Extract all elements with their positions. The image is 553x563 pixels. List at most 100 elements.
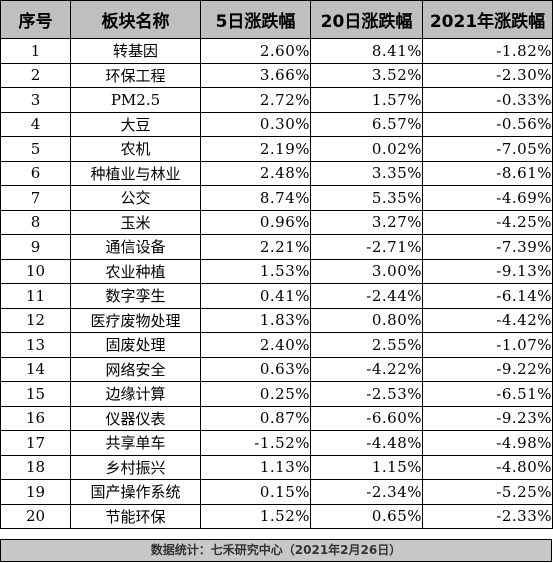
- table-row: 10 农业种植 1.53% 3.00% -9.13%: [0, 258, 553, 284]
- row-index-cell: 12: [0, 307, 71, 333]
- change-5day-cell: 2.72%: [200, 87, 311, 113]
- row-index-cell: 20: [0, 503, 71, 529]
- change-20day-cell: 6.57%: [310, 111, 423, 137]
- change-5day-cell: 0.96%: [200, 209, 311, 235]
- change-5day-cell: 8.74%: [200, 185, 311, 211]
- table-row: 15 边缘计算 0.25% -2.53% -6.51%: [0, 381, 553, 407]
- change-2021-cell: -9.23%: [422, 405, 553, 431]
- sector-name-cell: 种植业与林业: [70, 160, 201, 186]
- table-row: 4 大豆 0.30% 6.57% -0.56%: [0, 111, 553, 137]
- table-row: 5 农机 2.19% 0.02% -7.05%: [0, 136, 553, 162]
- row-index-cell: 19: [0, 479, 71, 505]
- change-20day-cell: -4.48%: [310, 430, 423, 456]
- change-2021-cell: -6.51%: [422, 381, 553, 407]
- change-2021-cell: -7.05%: [422, 136, 553, 162]
- table-header: 序号 板块名称 5日涨跌幅 20日涨跌幅 2021年涨跌幅: [0, 0, 553, 39]
- change-20day-cell: 0.80%: [310, 307, 423, 333]
- row-index-cell: 5: [0, 136, 71, 162]
- header-sector-name: 板块名称: [70, 0, 201, 39]
- header-20day-change: 20日涨跌幅: [310, 0, 423, 39]
- sector-name-cell: 边缘计算: [70, 381, 201, 407]
- change-2021-cell: -5.25%: [422, 479, 553, 505]
- change-2021-cell: -4.25%: [422, 209, 553, 235]
- table-row: 11 数字孪生 0.41% -2.44% -6.14%: [0, 283, 553, 309]
- change-2021-cell: -8.61%: [422, 160, 553, 186]
- sector-name-cell: 数字孪生: [70, 283, 201, 309]
- change-5day-cell: -1.52%: [200, 430, 311, 456]
- change-20day-cell: -4.22%: [310, 356, 423, 382]
- sector-name-cell: 网络安全: [70, 356, 201, 382]
- change-20day-cell: 3.52%: [310, 62, 423, 88]
- change-5day-cell: 2.19%: [200, 136, 311, 162]
- row-index-cell: 1: [0, 38, 71, 64]
- change-5day-cell: 0.41%: [200, 283, 311, 309]
- sector-name-cell: 农业种植: [70, 258, 201, 284]
- change-2021-cell: -9.13%: [422, 258, 553, 284]
- change-2021-cell: -4.98%: [422, 430, 553, 456]
- change-20day-cell: 3.27%: [310, 209, 423, 235]
- change-5day-cell: 2.60%: [200, 38, 311, 64]
- change-20day-cell: 3.35%: [310, 160, 423, 186]
- change-2021-cell: -1.82%: [422, 38, 553, 64]
- sector-name-cell: 医疗废物处理: [70, 307, 201, 333]
- row-index-cell: 6: [0, 160, 71, 186]
- table-row: 16 仪器仪表 0.87% -6.60% -9.23%: [0, 405, 553, 431]
- sector-name-cell: 固废处理: [70, 332, 201, 358]
- change-20day-cell: -6.60%: [310, 405, 423, 431]
- row-index-cell: 3: [0, 87, 71, 113]
- table-row: 1 转基因 2.60% 8.41% -1.82%: [0, 38, 553, 64]
- table-row: 2 环保工程 3.66% 3.52% -2.30%: [0, 62, 553, 88]
- table-row: 8 玉米 0.96% 3.27% -4.25%: [0, 209, 553, 235]
- table-row: 6 种植业与林业 2.48% 3.35% -8.61%: [0, 160, 553, 186]
- table-row: 7 公交 8.74% 5.35% -4.69%: [0, 185, 553, 211]
- change-20day-cell: 1.57%: [310, 87, 423, 113]
- change-2021-cell: -9.22%: [422, 356, 553, 382]
- sector-name-cell: 共享单车: [70, 430, 201, 456]
- data-source-note: 数据统计：七禾研究中心（2021年2月26日）: [0, 539, 552, 562]
- row-index-cell: 10: [0, 258, 71, 284]
- table-row: 18 乡村振兴 1.13% 1.15% -4.80%: [0, 454, 553, 480]
- change-20day-cell: 0.02%: [310, 136, 423, 162]
- row-index-cell: 9: [0, 234, 71, 260]
- change-20day-cell: 1.15%: [310, 454, 423, 480]
- table-row: 14 网络安全 0.63% -4.22% -9.22%: [0, 356, 553, 382]
- row-index-cell: 13: [0, 332, 71, 358]
- sector-name-cell: 乡村振兴: [70, 454, 201, 480]
- header-2021-change: 2021年涨跌幅: [422, 0, 553, 39]
- row-index-cell: 7: [0, 185, 71, 211]
- change-5day-cell: 2.48%: [200, 160, 311, 186]
- change-20day-cell: -2.53%: [310, 381, 423, 407]
- change-5day-cell: 2.40%: [200, 332, 311, 358]
- table-row: 12 医疗废物处理 1.83% 0.80% -4.42%: [0, 307, 553, 333]
- table-row: 3 PM2.5 2.72% 1.57% -0.33%: [0, 87, 553, 113]
- change-20day-cell: -2.71%: [310, 234, 423, 260]
- change-2021-cell: -2.33%: [422, 503, 553, 529]
- sector-name-cell: 节能环保: [70, 503, 201, 529]
- row-index-cell: 14: [0, 356, 71, 382]
- table-row: 19 国产操作系统 0.15% -2.34% -5.25%: [0, 479, 553, 505]
- change-5day-cell: 0.63%: [200, 356, 311, 382]
- change-20day-cell: 3.00%: [310, 258, 423, 284]
- sector-name-cell: 公交: [70, 185, 201, 211]
- sector-name-cell: 农机: [70, 136, 201, 162]
- change-5day-cell: 1.83%: [200, 307, 311, 333]
- change-2021-cell: -0.56%: [422, 111, 553, 137]
- row-index-cell: 17: [0, 430, 71, 456]
- change-20day-cell: -2.44%: [310, 283, 423, 309]
- table-row: 9 通信设备 2.21% -2.71% -7.39%: [0, 234, 553, 260]
- row-index-cell: 16: [0, 405, 71, 431]
- sector-name-cell: 环保工程: [70, 62, 201, 88]
- change-20day-cell: -2.34%: [310, 479, 423, 505]
- change-20day-cell: 2.55%: [310, 332, 423, 358]
- row-index-cell: 4: [0, 111, 71, 137]
- change-20day-cell: 5.35%: [310, 185, 423, 211]
- change-2021-cell: -4.42%: [422, 307, 553, 333]
- change-5day-cell: 0.30%: [200, 111, 311, 137]
- row-index-cell: 11: [0, 283, 71, 309]
- change-2021-cell: -4.80%: [422, 454, 553, 480]
- sector-name-cell: 转基因: [70, 38, 201, 64]
- change-5day-cell: 3.66%: [200, 62, 311, 88]
- change-5day-cell: 1.13%: [200, 454, 311, 480]
- row-index-cell: 8: [0, 209, 71, 235]
- sector-name-cell: PM2.5: [70, 87, 201, 113]
